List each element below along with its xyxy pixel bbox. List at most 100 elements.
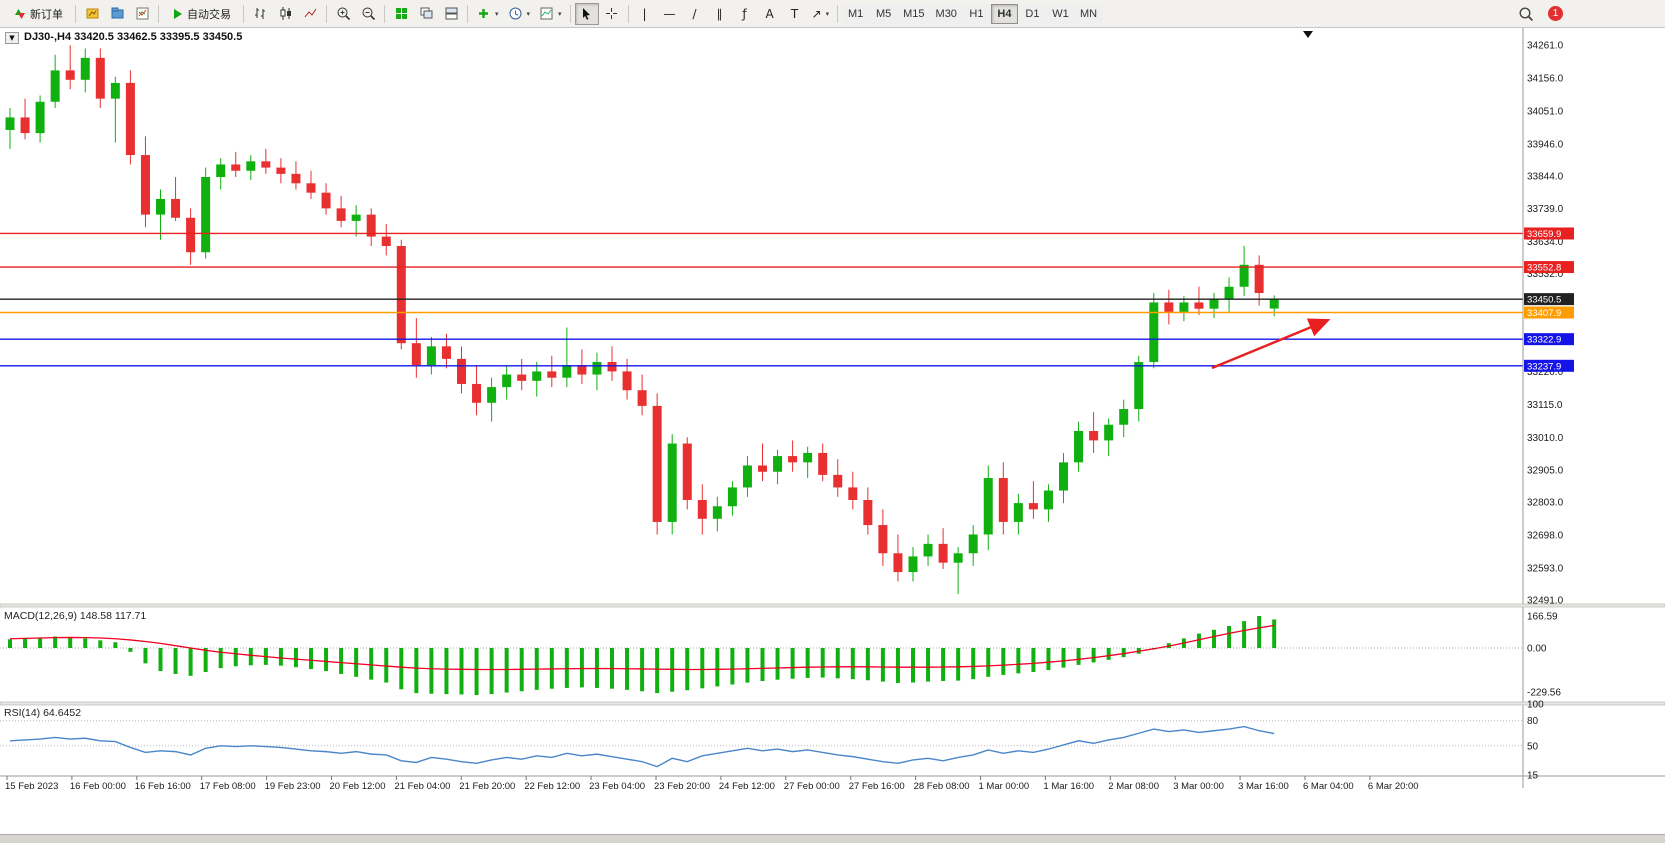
one-click-trading-expander[interactable]: ▼ bbox=[5, 32, 19, 44]
label-tool-button[interactable]: T bbox=[783, 3, 807, 25]
svg-text:-229.56: -229.56 bbox=[1527, 688, 1561, 699]
svg-text:33010.0: 33010.0 bbox=[1527, 433, 1564, 444]
new-chart-icon bbox=[86, 8, 98, 19]
tile-windows-button[interactable] bbox=[389, 3, 413, 25]
new-order-label: 新订单 bbox=[30, 8, 63, 21]
price-tag bbox=[1524, 227, 1574, 240]
timeframe-m15-button[interactable]: M15 bbox=[898, 3, 930, 24]
chart-ohlc-title: DJ30-,H4 33420.5 33462.5 33395.5 33450.5 bbox=[24, 31, 243, 43]
vertical-line-tool-button[interactable]: | bbox=[633, 3, 657, 25]
periods-button[interactable]: ▾ bbox=[504, 3, 535, 25]
separator bbox=[837, 4, 839, 23]
candlestick-chart-button[interactable] bbox=[273, 3, 297, 25]
chevron-down-icon: ▾ bbox=[558, 9, 562, 18]
arrow-shape-icon: ↗ bbox=[811, 6, 822, 21]
chevron-down-icon: ▾ bbox=[825, 9, 830, 18]
timeframe-m30-button[interactable]: M30 bbox=[930, 3, 962, 24]
text-tool-button[interactable]: A bbox=[758, 3, 782, 25]
svg-text:33659.9: 33659.9 bbox=[1527, 229, 1561, 240]
separator bbox=[326, 4, 327, 23]
templates-button[interactable]: ▾ bbox=[535, 3, 566, 25]
svg-text:20 Feb 12:00: 20 Feb 12:00 bbox=[330, 781, 386, 792]
separator bbox=[243, 4, 244, 23]
rsi-line bbox=[9, 725, 1275, 768]
cursor-tool-button[interactable] bbox=[574, 2, 599, 25]
timeframe-m1-button[interactable]: M1 bbox=[842, 3, 870, 24]
zoom-out-icon bbox=[362, 7, 375, 21]
svg-text:33532.0: 33532.0 bbox=[1527, 269, 1564, 280]
svg-text:16 Feb 00:00: 16 Feb 00:00 bbox=[70, 781, 126, 792]
timeframe-m5-button[interactable]: M5 bbox=[870, 3, 898, 24]
svg-text:33322.9: 33322.9 bbox=[1527, 335, 1561, 346]
svg-text:2 Mar 08:00: 2 Mar 08:00 bbox=[1108, 781, 1159, 792]
zoom-in-icon bbox=[337, 7, 350, 21]
crosshair-tool-button[interactable] bbox=[600, 3, 624, 25]
zoom-in-button[interactable] bbox=[331, 3, 355, 25]
candles-layer bbox=[5, 45, 1279, 595]
indicators-button[interactable]: ▾ bbox=[472, 3, 503, 25]
shapes-dropdown-button[interactable]: ↗ ▾ bbox=[808, 3, 834, 25]
new-order-button[interactable]: 新订单 bbox=[4, 3, 71, 25]
svg-text:22 Feb 12:00: 22 Feb 12:00 bbox=[524, 781, 580, 792]
auto-trading-button[interactable]: 自动交易 bbox=[163, 3, 239, 25]
profiles-button[interactable] bbox=[105, 3, 129, 25]
svg-text:33946.0: 33946.0 bbox=[1527, 139, 1564, 150]
market-watch-button[interactable] bbox=[130, 3, 154, 25]
candlestick-chart-icon bbox=[280, 7, 291, 20]
chart-window: 34261.0 34156.0 34051.0 33946.0 33844.0 33739… bbox=[0, 28, 1665, 843]
svg-text:33450.5: 33450.5 bbox=[1527, 295, 1561, 306]
profiles-icon bbox=[111, 7, 123, 19]
chevron-down-icon: ▾ bbox=[495, 9, 499, 18]
label-tool-icon: T bbox=[790, 6, 799, 21]
search-button[interactable] bbox=[1514, 3, 1538, 25]
auto-trading-label: 自动交易 bbox=[187, 8, 231, 21]
zoom-out-button[interactable] bbox=[356, 3, 380, 25]
svg-text:32905.0: 32905.0 bbox=[1527, 466, 1564, 477]
chart-end-marker bbox=[1303, 31, 1313, 38]
svg-text:0.00: 0.00 bbox=[1527, 644, 1547, 655]
clock-icon bbox=[509, 7, 522, 20]
vertical-line-icon: | bbox=[642, 6, 647, 21]
channel-icon: ∥ bbox=[716, 6, 723, 21]
cursor-icon bbox=[583, 8, 591, 20]
svg-text:33634.0: 33634.0 bbox=[1527, 237, 1564, 248]
line-chart-button[interactable] bbox=[298, 3, 322, 25]
fibonacci-icon: ƒ bbox=[742, 6, 747, 21]
timeframe-h1-button[interactable]: H1 bbox=[962, 3, 990, 24]
timeframe-d1-button[interactable]: D1 bbox=[1018, 3, 1046, 24]
channel-tool-button[interactable]: ∥ bbox=[708, 3, 732, 25]
svg-text:80: 80 bbox=[1527, 716, 1539, 727]
svg-text:33407.9: 33407.9 bbox=[1527, 308, 1561, 319]
fibonacci-tool-button[interactable]: ƒ bbox=[733, 3, 757, 25]
horizontal-line-tool-button[interactable]: — bbox=[658, 3, 682, 25]
tile-horizontal-icon bbox=[445, 7, 457, 20]
svg-text:15 Feb 2023: 15 Feb 2023 bbox=[5, 781, 58, 792]
svg-text:17 Feb 08:00: 17 Feb 08:00 bbox=[200, 781, 256, 792]
chevron-down-icon: ▾ bbox=[526, 9, 531, 18]
trendline-icon: / bbox=[692, 6, 697, 21]
cascade-windows-button[interactable] bbox=[414, 3, 438, 25]
notification-badge[interactable]: 1 bbox=[1548, 6, 1563, 21]
tile-horizontal-button[interactable] bbox=[439, 3, 463, 25]
status-bar bbox=[0, 834, 1665, 843]
bar-chart-icon bbox=[254, 8, 265, 19]
timeframe-mn-button[interactable]: MN bbox=[1074, 3, 1103, 24]
trendline-tool-button[interactable]: / bbox=[683, 3, 707, 25]
svg-text:23 Feb 04:00: 23 Feb 04:00 bbox=[589, 781, 645, 792]
price-chart-canvas[interactable]: 34261.0 34156.0 34051.0 33946.0 33844.0 33739… bbox=[0, 28, 1665, 843]
timeframe-h4-button[interactable]: H4 bbox=[990, 3, 1018, 24]
separator bbox=[384, 4, 385, 23]
line-chart-icon bbox=[304, 8, 316, 18]
svg-text:15: 15 bbox=[1527, 771, 1539, 782]
svg-text:16 Feb 16:00: 16 Feb 16:00 bbox=[135, 781, 191, 792]
separator bbox=[627, 4, 629, 23]
bar-chart-button[interactable] bbox=[248, 3, 272, 25]
svg-text:27 Feb 16:00: 27 Feb 16:00 bbox=[849, 781, 905, 792]
new-chart-button[interactable] bbox=[80, 3, 104, 25]
svg-text:1 Mar 16:00: 1 Mar 16:00 bbox=[1043, 781, 1094, 792]
svg-text:32803.0: 32803.0 bbox=[1527, 498, 1564, 509]
svg-text:27 Feb 00:00: 27 Feb 00:00 bbox=[784, 781, 840, 792]
svg-text:3 Mar 00:00: 3 Mar 00:00 bbox=[1173, 781, 1224, 792]
timeframe-w1-button[interactable]: W1 bbox=[1046, 3, 1074, 24]
template-icon bbox=[540, 7, 553, 20]
